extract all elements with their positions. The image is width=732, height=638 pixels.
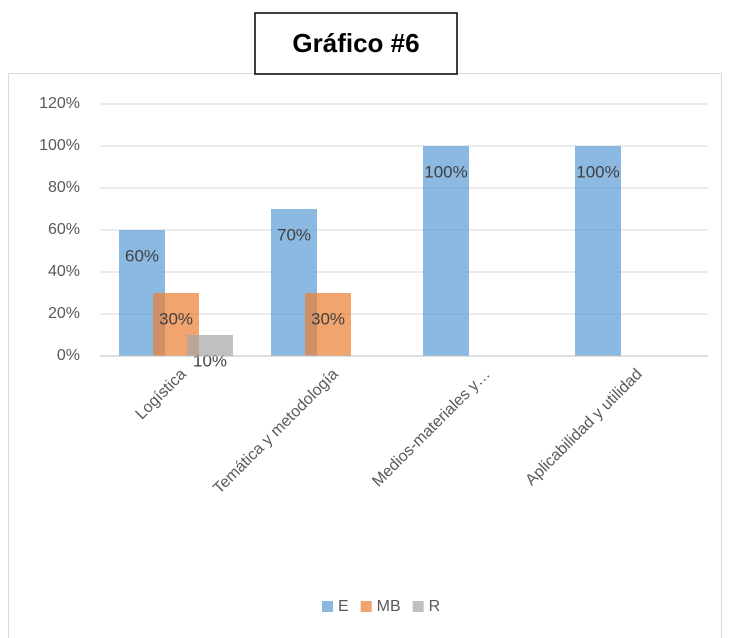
bar [187, 335, 233, 356]
title-box [254, 12, 458, 75]
y-tick-label: 0% [57, 347, 80, 364]
legend-swatch [322, 601, 333, 612]
data-label: 100% [424, 162, 467, 181]
y-tick-label: 120% [39, 95, 80, 112]
legend-label: R [429, 598, 441, 615]
legend-label: E [338, 598, 349, 615]
data-label: 10% [193, 351, 227, 370]
y-tick-label: 100% [39, 137, 80, 154]
legend-swatch [412, 601, 424, 612]
bar [423, 146, 469, 356]
bar [305, 293, 351, 356]
y-tick-label: 20% [48, 305, 80, 322]
data-label: 100% [576, 162, 619, 181]
data-label: 30% [159, 309, 193, 328]
y-tick-label: 60% [48, 221, 80, 238]
data-label: 30% [311, 309, 345, 328]
legend-label: MB [377, 598, 401, 615]
y-tick-label: 80% [48, 179, 80, 196]
data-label: 60% [125, 246, 159, 265]
chart-title: Gráfico #6 [292, 28, 419, 58]
data-label: 70% [277, 225, 311, 244]
bar [575, 146, 621, 356]
legend-swatch [360, 601, 372, 612]
y-tick-label: 40% [48, 263, 80, 280]
